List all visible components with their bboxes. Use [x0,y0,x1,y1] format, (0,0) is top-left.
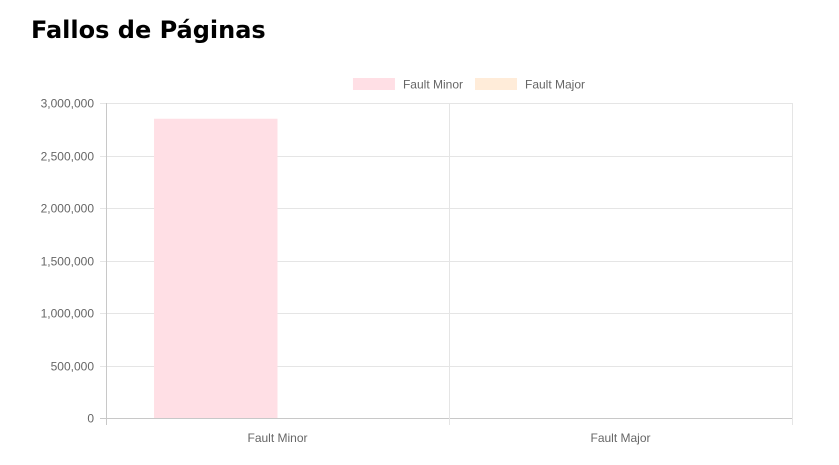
legend-swatch [475,78,517,90]
y-tick-label: 3,000,000 [41,97,95,111]
legend-item[interactable]: Fault Major [475,78,585,92]
axes: 0 500,000 1,000,000 1,500,000 2,000,000 2,500… [41,97,651,446]
x-tick-label: Fault Major [590,431,650,445]
y-tick-label: 1,000,000 [41,307,95,321]
legend-label: Fault Major [525,78,585,92]
y-tick-label: 500,000 [51,360,95,374]
y-tick-label: 2,000,000 [41,202,95,216]
page-title: Fallos de Páginas [31,16,266,44]
legend-swatch [352,78,395,90]
bar[interactable] [154,118,278,418]
legend-label: Fault Minor [403,78,463,92]
legend: Fault Minor Fault Major [352,78,585,92]
legend-item[interactable]: Fault Minor [352,78,463,92]
y-tick-label: 0 [87,412,94,426]
y-tick-label: 1,500,000 [41,255,95,269]
bars [154,118,278,418]
y-tick-label: 2,500,000 [41,150,95,164]
x-tick-label: Fault Minor [247,431,307,445]
